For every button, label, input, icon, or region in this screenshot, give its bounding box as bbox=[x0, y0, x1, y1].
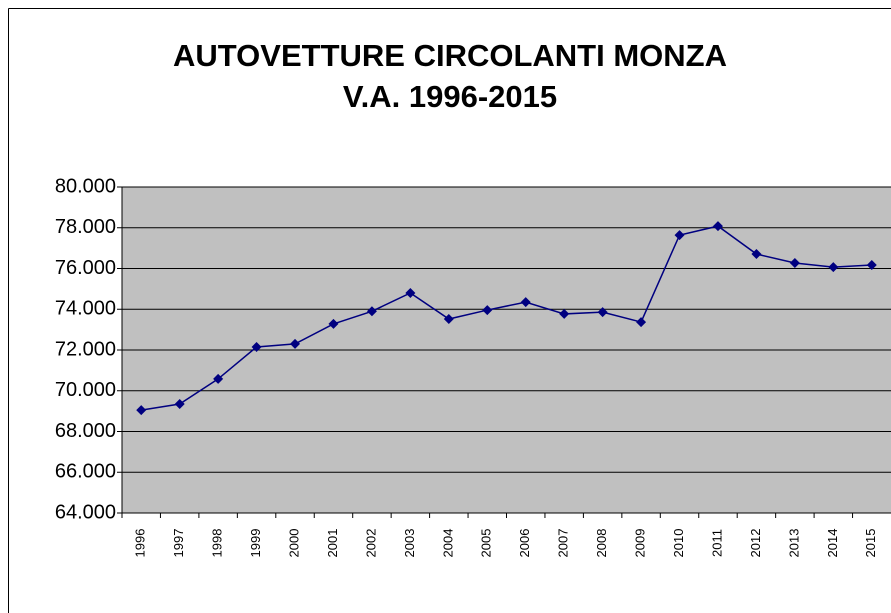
x-tick-label: 1998 bbox=[210, 529, 225, 558]
chart-subtitle: V.A. 1996-2015 bbox=[343, 79, 557, 114]
x-tick-label: 1996 bbox=[133, 529, 148, 558]
marker bbox=[213, 373, 224, 384]
marker bbox=[789, 257, 800, 268]
y-tick-label: 70.000 bbox=[55, 379, 116, 401]
marker bbox=[559, 308, 570, 319]
marker bbox=[136, 405, 147, 416]
y-tick-label: 72.000 bbox=[55, 338, 116, 360]
marker bbox=[290, 338, 301, 349]
y-tick-label: 64.000 bbox=[55, 501, 116, 523]
x-tick-label: 2013 bbox=[786, 529, 801, 558]
marker bbox=[174, 398, 185, 409]
marker bbox=[328, 318, 339, 329]
x-tick-label: 2000 bbox=[286, 529, 301, 558]
marker bbox=[366, 306, 377, 317]
x-tick-label: 2001 bbox=[325, 529, 340, 558]
x-tick-label: 2007 bbox=[556, 529, 571, 558]
marker bbox=[712, 221, 723, 232]
y-tick-label: 74.000 bbox=[55, 298, 116, 320]
marker bbox=[674, 230, 685, 241]
marker bbox=[866, 260, 877, 271]
x-tick-label: 2002 bbox=[363, 529, 378, 558]
x-tick-label: 2010 bbox=[671, 529, 686, 558]
marker bbox=[520, 297, 531, 308]
y-tick-label: 76.000 bbox=[55, 257, 116, 279]
y-tick-label: 68.000 bbox=[55, 420, 116, 442]
marker bbox=[251, 341, 262, 352]
x-tick-label: 2012 bbox=[748, 529, 763, 558]
x-tick-label: 2011 bbox=[709, 529, 724, 557]
marker bbox=[482, 305, 493, 316]
x-tick-label: 2005 bbox=[479, 529, 494, 558]
marker bbox=[828, 262, 839, 273]
line bbox=[141, 225, 872, 411]
y-tick-label: 78.000 bbox=[55, 216, 116, 238]
x-tick-label: 2004 bbox=[440, 529, 455, 558]
x-tick-label: 1997 bbox=[171, 529, 186, 558]
x-tick-label: 2009 bbox=[633, 529, 648, 558]
x-tick-label: 1999 bbox=[248, 529, 263, 558]
x-tick-label: 2014 bbox=[825, 529, 840, 558]
marker bbox=[751, 249, 762, 260]
y-tick-label: 80.000 bbox=[55, 175, 116, 197]
x-tick-label: 2015 bbox=[863, 529, 878, 558]
marker bbox=[405, 287, 416, 298]
y-tick-label: 66.000 bbox=[55, 461, 116, 483]
marker bbox=[597, 307, 608, 318]
x-tick-label: 2003 bbox=[402, 529, 417, 558]
marker bbox=[636, 317, 647, 328]
x-tick-label: 2008 bbox=[594, 529, 609, 558]
marker bbox=[443, 314, 454, 325]
x-tick-label: 2006 bbox=[517, 529, 532, 558]
chart-title: AUTOVETTURE CIRCOLANTI MONZA bbox=[173, 38, 727, 73]
